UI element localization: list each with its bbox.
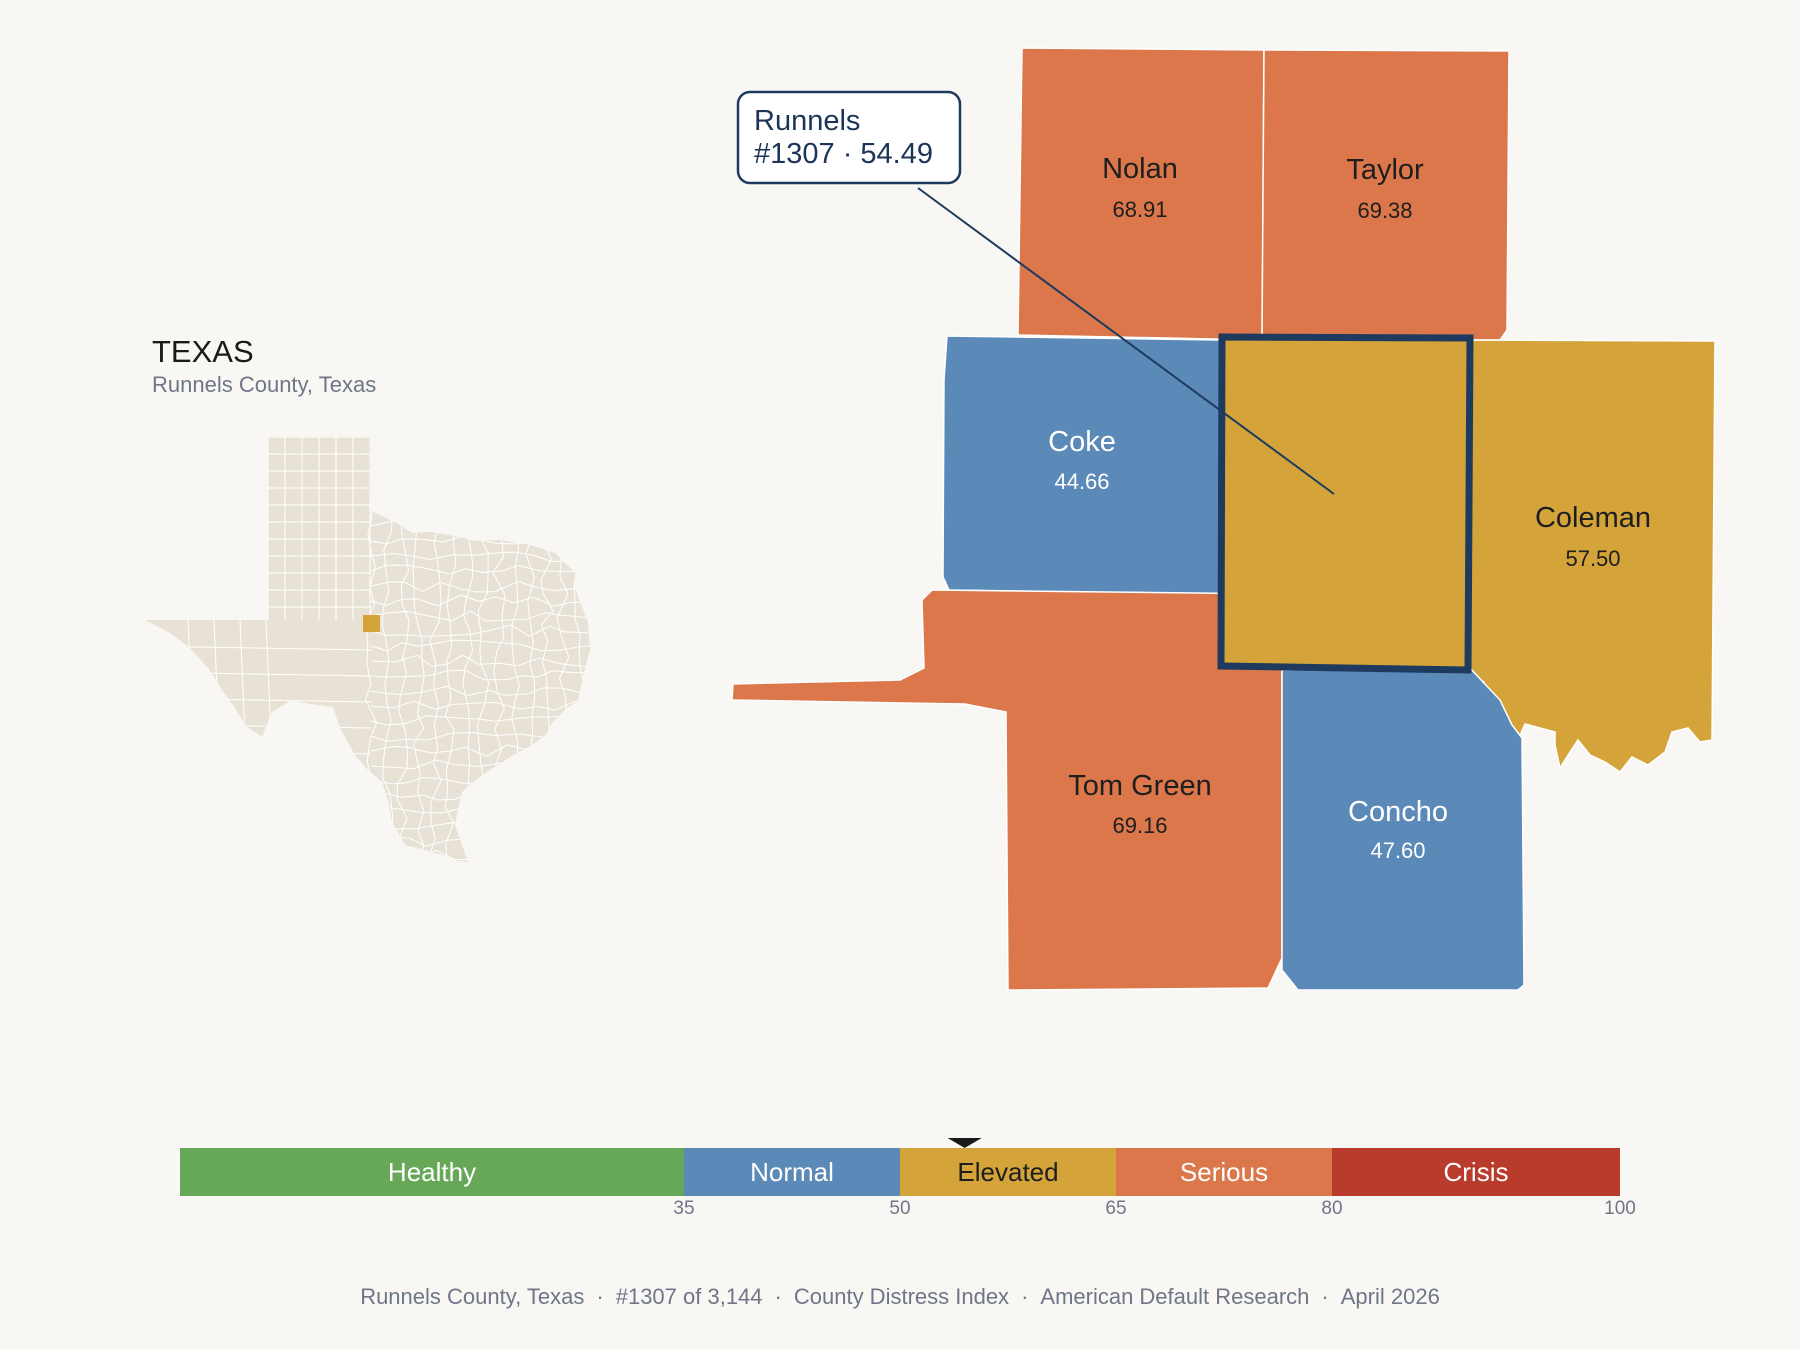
footer-date: April 2026 [1340,1284,1440,1309]
label-tom-green-name: Tom Green [1068,770,1211,802]
legend-tick-100: 100 [1604,1198,1636,1219]
legend-marker-icon [947,1138,982,1148]
footer-credits: Runnels County, Texas · #1307 of 3,144 · Cou… [360,1284,1440,1309]
legend-band-healthy [180,1148,684,1196]
county-coke[interactable] [942,335,1221,595]
county-nolan[interactable] [1017,47,1265,341]
legend-band-normal [684,1148,900,1196]
callout-box [736,90,962,185]
runnels-callout: Runnels #1307 · 54.49 [736,90,1335,495]
inset-subtitle: Runnels County, Texas [152,372,376,397]
label-coke-value: 44.66 [1054,469,1109,494]
legend-band-serious [1116,1148,1332,1196]
legend-band-crisis [1332,1148,1620,1196]
label-concho-value: 47.60 [1370,838,1425,863]
legend-label-elevated: Elevated [957,1157,1058,1187]
legend-label-serious: Serious [1180,1157,1268,1187]
legend-label-healthy: Healthy [388,1157,476,1187]
label-nolan-value: 68.91 [1112,197,1167,222]
county-labels: Nolan 68.91 Taylor 69.38 Coke 44.66 Cole… [1048,153,1651,863]
footer-rank: #1307 of 3,144 [615,1284,763,1309]
legend-tick-80: 80 [1321,1198,1342,1219]
county-taylor[interactable] [1261,49,1510,341]
label-taylor-name: Taylor [1346,154,1424,186]
legend-label-normal: Normal [750,1157,834,1187]
label-nolan-name: Nolan [1102,153,1178,185]
legend-tick-50: 50 [889,1198,910,1219]
legend-label-crisis: Crisis [1444,1157,1509,1187]
county-concho[interactable] [1281,667,1525,991]
callout-leader-line [917,187,1335,495]
footer-county: Runnels County, Texas [360,1284,585,1309]
legend-tick-65: 65 [1105,1198,1126,1219]
callout-county-name: Runnels [754,105,860,137]
label-coleman-value: 57.50 [1565,546,1620,571]
label-coleman-name: Coleman [1535,502,1651,534]
legend-tick-35: 35 [673,1198,694,1219]
legend-band-elevated [900,1148,1116,1196]
label-concho-name: Concho [1348,796,1448,828]
inset-state-title: TEXAS [152,334,254,369]
county-runnels[interactable] [1217,333,1474,674]
callout-rank-score: #1307 · 54.49 [754,138,933,170]
texas-locator-map [145,437,590,862]
footer-org: American Default Research [1040,1284,1310,1309]
label-taylor-value: 69.38 [1357,198,1412,223]
label-coke-name: Coke [1048,426,1116,458]
distress-legend: Healthy 35 Normal 50 Elevated 65 Serious 80 Cris… [180,1138,1636,1219]
footer-index: County Distress Index [793,1284,1010,1309]
label-tom-green-value: 69.16 [1112,813,1167,838]
inset-highlighted-county [363,615,380,632]
regional-county-map [731,47,1716,991]
